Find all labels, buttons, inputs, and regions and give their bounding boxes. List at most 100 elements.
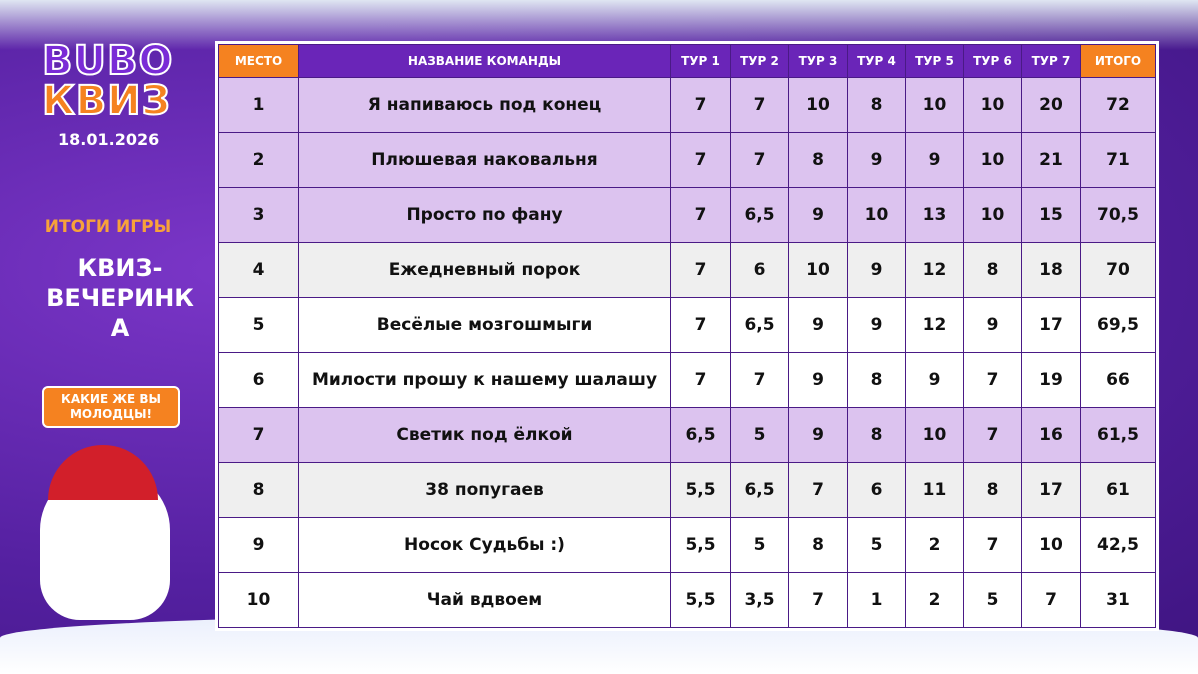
header-cell: ТУР 2 xyxy=(730,44,789,78)
cell: 8 xyxy=(963,242,1022,298)
cell: 7 xyxy=(1021,572,1081,628)
cell: 61,5 xyxy=(1080,407,1156,463)
cell: 17 xyxy=(1021,462,1081,518)
cell: 8 xyxy=(963,462,1022,518)
cell: 72 xyxy=(1080,77,1156,133)
cell: 6,5 xyxy=(670,407,731,463)
team-name: Плюшевая наковальня xyxy=(298,132,671,188)
cell: 9 xyxy=(905,352,964,408)
cell: 8 xyxy=(218,462,299,518)
cell: 10 xyxy=(905,77,964,133)
cell: 9 xyxy=(218,517,299,573)
cell: 9 xyxy=(788,407,848,463)
cell: 7 xyxy=(963,517,1022,573)
cell: 5,5 xyxy=(670,572,731,628)
cell: 70 xyxy=(1080,242,1156,298)
logo-bottom: КВИЗ xyxy=(41,77,172,125)
cell: 7 xyxy=(670,352,731,408)
cell: 6 xyxy=(730,242,789,298)
header-cell: МЕСТО xyxy=(218,44,299,78)
cell: 18 xyxy=(1021,242,1081,298)
header-cell: ТУР 7 xyxy=(1021,44,1081,78)
cell: 42,5 xyxy=(1080,517,1156,573)
garland xyxy=(0,0,1198,50)
cell: 13 xyxy=(905,187,964,243)
cell: 3,5 xyxy=(730,572,789,628)
title: КВИЗ-ВЕЧЕРИНКА xyxy=(46,254,194,342)
team-name: Я напиваюсь под конец xyxy=(298,77,671,133)
cell: 7 xyxy=(670,77,731,133)
cell: 9 xyxy=(788,352,848,408)
cell: 20 xyxy=(1021,77,1081,133)
date: 18.01.2026 xyxy=(58,130,160,149)
cell: 5 xyxy=(218,297,299,353)
logo-top: BUBO xyxy=(41,37,174,85)
cell: 2 xyxy=(905,517,964,573)
cell: 5,5 xyxy=(670,517,731,573)
table-row: 5 Весёлые мозгошмыги 7 6,5 9 9 12 9 17 69,5 xyxy=(218,297,1156,353)
cell: 6,5 xyxy=(730,462,789,518)
cell: 9 xyxy=(847,242,906,298)
team-name: Светик под ёлкой xyxy=(298,407,671,463)
header-cell: ТУР 1 xyxy=(670,44,731,78)
header-cell: НАЗВАНИЕ КОМАНДЫ xyxy=(298,44,671,78)
cell: 70,5 xyxy=(1080,187,1156,243)
table-row: 6 Милости прошу к нашему шалашу 7 7 9 8 9 7 19 66 xyxy=(218,352,1156,408)
cell: 10 xyxy=(847,187,906,243)
header-cell: ТУР 3 xyxy=(788,44,848,78)
cell: 7 xyxy=(963,352,1022,408)
team-name: Ежедневный порок xyxy=(298,242,671,298)
cell: 10 xyxy=(905,407,964,463)
cell: 61 xyxy=(1080,462,1156,518)
cell: 10 xyxy=(963,187,1022,243)
cell: 5 xyxy=(730,407,789,463)
cell: 66 xyxy=(1080,352,1156,408)
cell: 9 xyxy=(905,132,964,188)
cell: 8 xyxy=(847,352,906,408)
table-row: 7 Светик под ёлкой 6,5 5 9 8 10 7 16 61,5 xyxy=(218,407,1156,463)
cell: 1 xyxy=(218,77,299,133)
cell: 11 xyxy=(905,462,964,518)
cell: 9 xyxy=(788,297,848,353)
cell: 15 xyxy=(1021,187,1081,243)
cell: 7 xyxy=(730,352,789,408)
table-row: 4 Ежедневный порок 7 6 10 9 12 8 18 70 xyxy=(218,242,1156,298)
cell: 10 xyxy=(963,77,1022,133)
cell: 7 xyxy=(670,242,731,298)
cell: 71 xyxy=(1080,132,1156,188)
cell: 5 xyxy=(730,517,789,573)
header-cell: ТУР 6 xyxy=(963,44,1022,78)
cell: 7 xyxy=(670,132,731,188)
header-cell: ТУР 5 xyxy=(905,44,964,78)
cell: 6,5 xyxy=(730,297,789,353)
team-name: Чай вдвоем xyxy=(298,572,671,628)
team-name: Весёлые мозгошмыги xyxy=(298,297,671,353)
cell: 17 xyxy=(1021,297,1081,353)
cell: 10 xyxy=(788,242,848,298)
cell: 9 xyxy=(847,297,906,353)
cell: 7 xyxy=(670,187,731,243)
cell: 12 xyxy=(905,242,964,298)
table-row: 9 Носок Судьбы :) 5,5 5 8 5 2 7 10 42,5 xyxy=(218,517,1156,573)
header-cell: ТУР 4 xyxy=(847,44,906,78)
cell: 1 xyxy=(847,572,906,628)
cell: 7 xyxy=(218,407,299,463)
team-name: 38 попугаев xyxy=(298,462,671,518)
cell: 7 xyxy=(670,297,731,353)
cell: 8 xyxy=(847,407,906,463)
cell: 8 xyxy=(788,517,848,573)
subtitle: ИТОГИ ИГРЫ xyxy=(44,217,172,237)
header-cell: ИТОГО xyxy=(1080,44,1156,78)
table-row: 3 Просто по фану 7 6,5 9 10 13 10 15 70,5 xyxy=(218,187,1156,243)
cell: 5,5 xyxy=(670,462,731,518)
cell: 9 xyxy=(847,132,906,188)
cell: 9 xyxy=(788,187,848,243)
cell: 6 xyxy=(218,352,299,408)
cell: 5 xyxy=(847,517,906,573)
cell: 21 xyxy=(1021,132,1081,188)
team-name: Носок Судьбы :) xyxy=(298,517,671,573)
table-row: 10 Чай вдвоем 5,5 3,5 7 1 2 5 7 31 xyxy=(218,572,1156,628)
